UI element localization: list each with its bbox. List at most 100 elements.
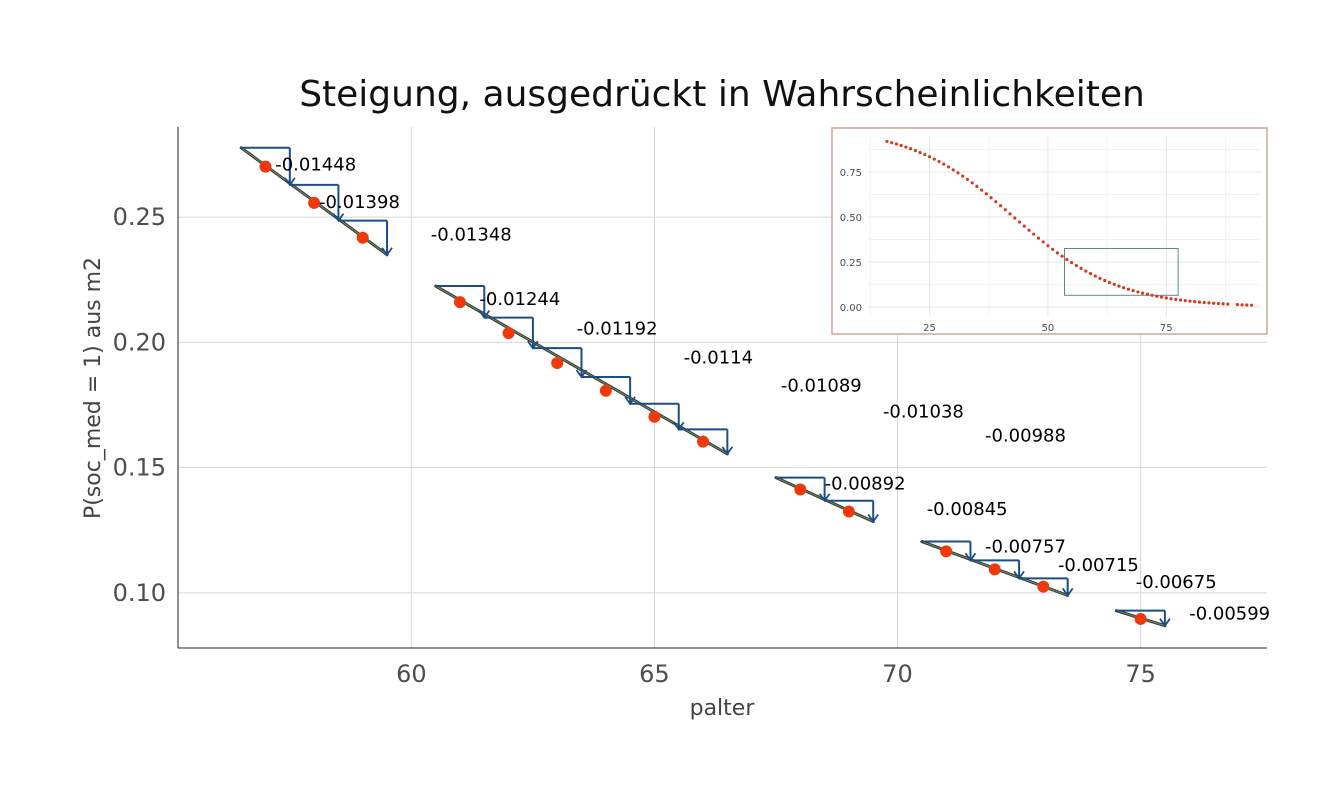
inset-point	[1041, 240, 1045, 244]
step-arrowhead	[478, 310, 491, 320]
inset-point	[1183, 299, 1187, 303]
x-tick-label: 75	[1125, 660, 1156, 688]
inset-highlight-box	[1064, 248, 1179, 296]
inset-point	[1051, 247, 1055, 251]
inset-point	[904, 145, 908, 149]
inset-point	[1240, 303, 1244, 307]
inset-point	[1008, 212, 1012, 216]
inset-point	[989, 196, 993, 200]
inset-point	[1036, 236, 1041, 240]
slope-label: -0.00599	[1189, 604, 1270, 625]
x-tick-label: 70	[882, 660, 913, 688]
inset-point	[1065, 257, 1069, 262]
data-point	[551, 356, 564, 369]
inset-point	[1046, 244, 1050, 248]
inset-point	[984, 192, 988, 196]
inset-point	[980, 188, 984, 192]
step-arrowhead	[1061, 587, 1074, 597]
x-axis-title: palter	[690, 696, 756, 721]
inset-point	[1032, 232, 1036, 236]
step-arrowhead	[575, 369, 588, 379]
inset-point	[1197, 300, 1202, 304]
inset-point	[1159, 295, 1164, 299]
data-point	[453, 296, 466, 309]
inset-point	[975, 184, 979, 189]
data-point	[502, 327, 515, 340]
axes: 60 65 70 75 0.10 0.15 0.20 0.25	[113, 127, 1267, 688]
inset-point	[909, 147, 913, 151]
slope-label: -0.01398	[319, 192, 400, 213]
step-arrowhead	[332, 213, 345, 223]
inset-y-tick-label: 0.50	[840, 213, 862, 224]
step-arrowhead	[721, 446, 734, 456]
inset-point	[994, 200, 998, 204]
inset-point	[1003, 208, 1007, 212]
inset-point	[1169, 297, 1173, 301]
main-plot: 60 65 70 75 0.10 0.15 0.20 0.25 -0.01448 -0.01398…	[113, 127, 1270, 688]
slope-label: -0.01348	[431, 225, 512, 246]
slope-label: -0.00675	[1136, 572, 1217, 593]
y-tick-label: 0.10	[113, 579, 166, 607]
slope-labels: -0.01448 -0.01398 -0.01348 -0.01244 -0.01192…	[275, 154, 1270, 624]
inset-point	[1150, 293, 1154, 297]
inset-point	[1055, 251, 1059, 255]
inset-point	[885, 139, 889, 144]
data-point	[1134, 612, 1147, 625]
data-point	[308, 196, 321, 209]
inset-point	[1155, 294, 1159, 298]
inset-point	[1216, 301, 1220, 306]
inset-point	[1193, 300, 1197, 304]
inset-point	[1126, 287, 1131, 291]
inset-point	[1131, 289, 1135, 293]
inset-points	[885, 139, 1254, 307]
data-point	[842, 505, 855, 518]
inset-point	[1013, 216, 1017, 220]
inset-point	[1235, 303, 1239, 307]
data-point	[259, 160, 272, 173]
y-tick-label: 0.15	[113, 454, 166, 482]
inset-point	[1112, 282, 1116, 286]
inset-point	[1141, 291, 1145, 295]
data-point	[794, 483, 807, 496]
inset-point	[1245, 303, 1249, 307]
inset-point	[1188, 299, 1192, 303]
step-arrowhead	[1159, 618, 1171, 628]
inset-point	[1093, 274, 1097, 278]
step-arrowhead	[624, 396, 636, 406]
inset-point	[1145, 292, 1149, 296]
inset-point	[1088, 272, 1093, 276]
inset-point	[918, 150, 922, 155]
step-arrowhead	[527, 340, 539, 350]
slope-label: -0.01448	[275, 154, 356, 175]
data-point	[648, 410, 661, 423]
inset-point	[1249, 303, 1254, 307]
inset-point	[1017, 220, 1022, 224]
inset-point	[1084, 269, 1088, 273]
inset-x-tick-label: 75	[1160, 323, 1173, 334]
x-tick-label: 60	[396, 660, 427, 688]
slope-label: -0.00892	[825, 474, 906, 495]
inset-point	[956, 171, 960, 175]
inset-point	[970, 181, 974, 185]
inset-point	[1070, 260, 1074, 265]
slope-label: -0.00845	[927, 499, 1008, 520]
slope-label: -0.0114	[684, 348, 753, 369]
inset-point	[937, 159, 941, 164]
inset-point	[927, 155, 932, 159]
inset-point	[1098, 276, 1102, 280]
slope-label: -0.00715	[1058, 555, 1139, 576]
slope-label: -0.01192	[577, 318, 658, 339]
inset-point	[899, 143, 903, 148]
inset-point	[1074, 263, 1078, 268]
slope-label: -0.00757	[985, 537, 1066, 558]
inset-point	[932, 157, 936, 161]
inset-point	[894, 142, 899, 146]
inset-point	[1117, 284, 1121, 288]
inset-x-tick-label: 25	[923, 323, 936, 334]
y-tick-label: 0.20	[113, 328, 166, 356]
inset-point	[1221, 302, 1225, 306]
inset-point	[1136, 290, 1140, 294]
data-point	[599, 384, 612, 397]
